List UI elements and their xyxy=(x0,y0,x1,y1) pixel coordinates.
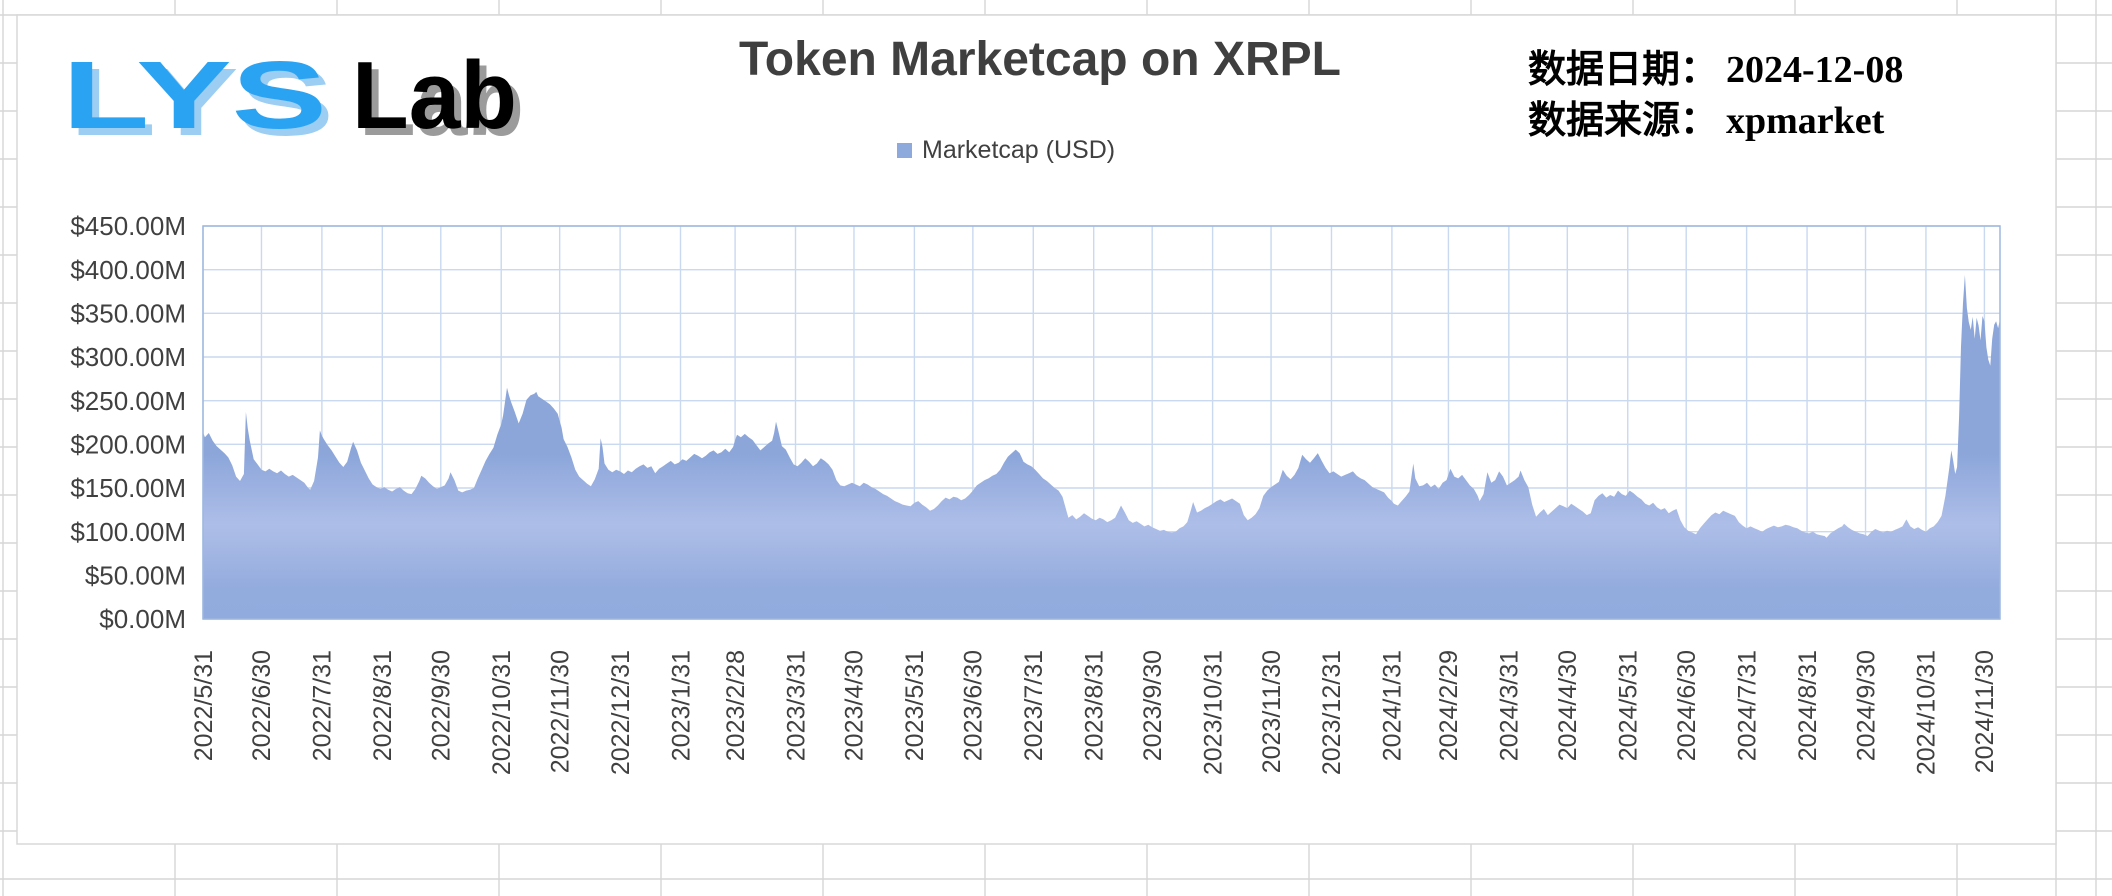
x-tick-label: 2023/2/28 xyxy=(722,650,750,761)
x-tick-label: 2024/3/31 xyxy=(1496,650,1524,761)
chart-title: Token Marketcap on XRPL xyxy=(739,33,1341,86)
marketcap-area-path xyxy=(203,274,2000,619)
plot-area-border xyxy=(202,225,2001,620)
x-tick-label: 2022/5/31 xyxy=(190,650,218,761)
x-tick-label: 2022/11/30 xyxy=(546,650,574,773)
x-tick-label: 2023/4/30 xyxy=(841,650,869,761)
x-tick-label: 2024/11/30 xyxy=(1971,650,1999,773)
meta-annotations: 数据日期： 2024-12-08 数据来源： xpmarket xyxy=(1528,49,1903,142)
x-tick-label: 2023/7/31 xyxy=(1020,650,1048,761)
marketcap-area-series xyxy=(203,274,2000,619)
y-tick-label: $350.00M xyxy=(70,298,186,328)
lys-lab-logo: LYS Lab LYS Lab xyxy=(62,42,524,156)
y-tick-label: $400.00M xyxy=(70,255,186,285)
x-tick-label: 2023/5/31 xyxy=(901,650,929,761)
x-tick-label: 2024/8/31 xyxy=(1794,650,1822,761)
meta-source-line: 数据来源： xpmarket xyxy=(1528,100,1885,142)
x-tick-label: 2023/6/30 xyxy=(960,650,988,761)
x-tick-label: 2022/8/31 xyxy=(369,650,397,761)
y-axis-labels: $0.00M $50.00M $100.00M $150.00M $200.00M $25… xyxy=(70,211,186,634)
meta-source-label: 数据来源： xyxy=(1528,100,1718,142)
legend-swatch-icon xyxy=(897,143,912,158)
x-axis-labels: 2022/5/31 2022/6/30 2022/7/31 2022/8/31 2022… xyxy=(190,650,1999,775)
x-tick-label: 2024/10/31 xyxy=(1913,650,1941,775)
chart-frame xyxy=(16,14,2057,845)
y-tick-label: $450.00M xyxy=(70,211,186,241)
x-tick-label: 2024/5/31 xyxy=(1614,650,1642,761)
x-tick-label: 2022/12/31 xyxy=(607,650,635,775)
x-tick-label: 2024/4/30 xyxy=(1554,650,1582,761)
y-tick-label: $300.00M xyxy=(70,342,186,372)
x-tick-label: 2024/7/31 xyxy=(1733,650,1761,761)
y-tick-label: $200.00M xyxy=(70,429,186,459)
x-tick-label: 2023/1/31 xyxy=(667,650,695,761)
y-tick-label: $50.00M xyxy=(85,560,186,590)
y-tick-label: $0.00M xyxy=(99,604,186,634)
meta-source-value: xpmarket xyxy=(1726,100,1885,142)
x-tick-label: 2022/9/30 xyxy=(428,650,456,761)
meta-date-value: 2024-12-08 xyxy=(1726,49,1903,91)
legend: Marketcap (USD) xyxy=(897,136,1115,164)
y-tick-label: $150.00M xyxy=(70,473,186,503)
logo-lab-shadow: Lab xyxy=(359,49,524,156)
x-tick-label: 2023/9/30 xyxy=(1139,650,1167,761)
x-tick-label: 2024/1/31 xyxy=(1379,650,1407,761)
y-tick-label: $100.00M xyxy=(70,517,186,547)
logo-lab-text: Lab xyxy=(352,42,517,149)
meta-date-label: 数据日期： xyxy=(1528,49,1718,91)
x-tick-label: 2023/12/31 xyxy=(1318,650,1346,775)
x-tick-label: 2024/6/30 xyxy=(1673,650,1701,761)
x-tick-label: 2023/3/31 xyxy=(782,650,810,761)
x-tick-label: 2023/8/31 xyxy=(1080,650,1108,761)
meta-date-line: 数据日期： 2024-12-08 xyxy=(1528,49,1903,91)
x-tick-label: 2022/10/31 xyxy=(488,650,516,775)
x-tick-label: 2023/10/31 xyxy=(1199,650,1227,775)
x-tick-label: 2024/9/30 xyxy=(1852,650,1880,761)
y-tick-label: $250.00M xyxy=(70,386,186,416)
x-tick-label: 2023/11/30 xyxy=(1258,650,1286,773)
x-tick-label: 2024/2/29 xyxy=(1435,650,1463,761)
x-tick-label: 2022/6/30 xyxy=(248,650,276,761)
legend-label: Marketcap (USD) xyxy=(922,136,1115,164)
x-tick-label: 2022/7/31 xyxy=(309,650,337,761)
logo-lys-shadow: LYS xyxy=(69,49,334,156)
logo-lys-text: LYS xyxy=(62,42,327,149)
